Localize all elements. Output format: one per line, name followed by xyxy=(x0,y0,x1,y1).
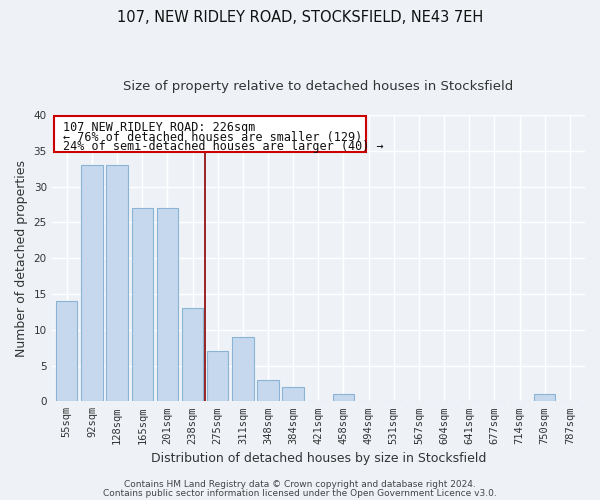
Bar xyxy=(232,337,254,402)
Bar xyxy=(333,394,354,402)
Text: 24% of semi-detached houses are larger (40) →: 24% of semi-detached houses are larger (… xyxy=(64,140,384,153)
Y-axis label: Number of detached properties: Number of detached properties xyxy=(15,160,28,356)
Text: 107 NEW RIDLEY ROAD: 226sqm: 107 NEW RIDLEY ROAD: 226sqm xyxy=(64,122,256,134)
Bar xyxy=(283,387,304,402)
FancyBboxPatch shape xyxy=(55,116,367,152)
X-axis label: Distribution of detached houses by size in Stocksfield: Distribution of detached houses by size … xyxy=(151,452,486,465)
Bar xyxy=(207,351,229,402)
Text: ← 76% of detached houses are smaller (129): ← 76% of detached houses are smaller (12… xyxy=(64,130,362,143)
Bar xyxy=(106,165,128,402)
Bar xyxy=(131,208,153,402)
Bar xyxy=(182,308,203,402)
Title: Size of property relative to detached houses in Stocksfield: Size of property relative to detached ho… xyxy=(123,80,514,93)
Bar xyxy=(534,394,556,402)
Text: Contains public sector information licensed under the Open Government Licence v3: Contains public sector information licen… xyxy=(103,488,497,498)
Bar xyxy=(157,208,178,402)
Text: Contains HM Land Registry data © Crown copyright and database right 2024.: Contains HM Land Registry data © Crown c… xyxy=(124,480,476,489)
Bar xyxy=(56,301,77,402)
Bar xyxy=(257,380,279,402)
Bar xyxy=(81,165,103,402)
Text: 107, NEW RIDLEY ROAD, STOCKSFIELD, NE43 7EH: 107, NEW RIDLEY ROAD, STOCKSFIELD, NE43 … xyxy=(117,10,483,25)
